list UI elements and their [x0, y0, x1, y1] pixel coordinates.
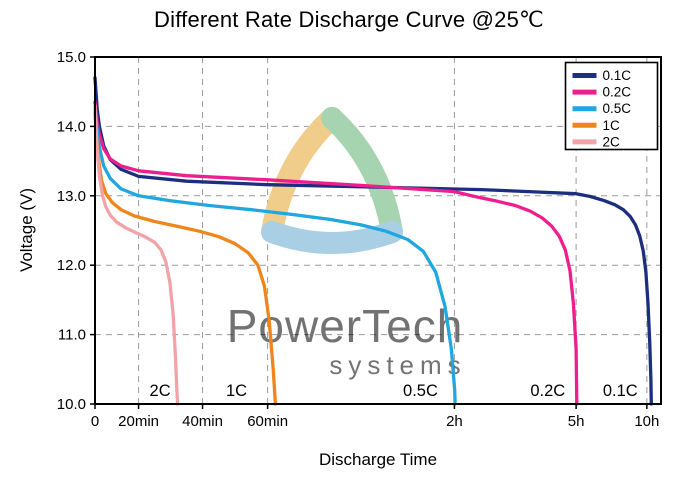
legend-item-0.2C: 0.2C: [572, 85, 632, 100]
y-tick-label: 11.0: [58, 327, 86, 344]
logo-arc-yellow: [261, 107, 343, 243]
watermark-text-line2: systems: [329, 350, 466, 380]
y-tick-label: 14.0: [57, 118, 86, 135]
series-line-0.2C: [93, 100, 579, 406]
x-axis-label: Discharge Time: [318, 450, 438, 469]
x-tick-label: 40min: [182, 413, 223, 430]
legend-label: 0.5C: [603, 101, 632, 116]
x-tick-label: 60min: [247, 413, 288, 430]
curve-label-2C: 2C: [150, 382, 171, 400]
tick-labels: 0 20min 40min 60min 2h 5h 10h 10.0 11.0 12.0 13.0 1…: [57, 49, 660, 430]
legend-item-2C: 2C: [572, 134, 621, 149]
x-tick-label: 0: [91, 413, 99, 430]
series-curves: [93, 76, 653, 406]
legend-item-0.1C: 0.1C: [572, 68, 632, 83]
y-tick-label: 12.0: [57, 257, 86, 274]
y-tick-label: 15.0: [57, 49, 86, 66]
curve-label-0.2C: 0.2C: [530, 382, 565, 400]
axis-ticks: [90, 56, 648, 409]
legend-label: 0.1C: [603, 68, 632, 83]
curve-label-0.5C: 0.5C: [403, 382, 438, 400]
y-tick-label: 13.0: [57, 188, 86, 205]
legend-item-1C: 1C: [572, 118, 621, 133]
logo-arc-green: [321, 107, 403, 243]
x-tick-label: 5h: [568, 413, 585, 430]
logo-arc-blue: [261, 221, 403, 254]
legend-label: 2C: [603, 134, 621, 149]
curve-label-0.1C: 0.1C: [603, 382, 638, 400]
x-tick-label: 10h: [634, 413, 659, 430]
x-tick-label: 20min: [118, 413, 159, 430]
series-line-1C: [93, 110, 278, 406]
y-tick-label: 10.0: [57, 396, 86, 413]
legend-label: 0.2C: [603, 85, 632, 100]
series-line-0.5C: [93, 107, 457, 406]
watermark-text-line1: PowerTech: [227, 300, 464, 352]
x-tick-label: 2h: [446, 413, 463, 430]
curve-label-1C: 1C: [226, 382, 247, 400]
curve-annotations: 2C 1C 0.5C 0.2C 0.1C: [150, 382, 638, 400]
watermark-logo-icon: [261, 107, 403, 254]
chart-title: Different Rate Discharge Curve @25℃: [154, 7, 544, 32]
legend-item-0.5C: 0.5C: [572, 101, 632, 116]
legend-label: 1C: [603, 118, 621, 133]
series-line-2C: [93, 103, 180, 406]
plot-border: [94, 56, 662, 405]
